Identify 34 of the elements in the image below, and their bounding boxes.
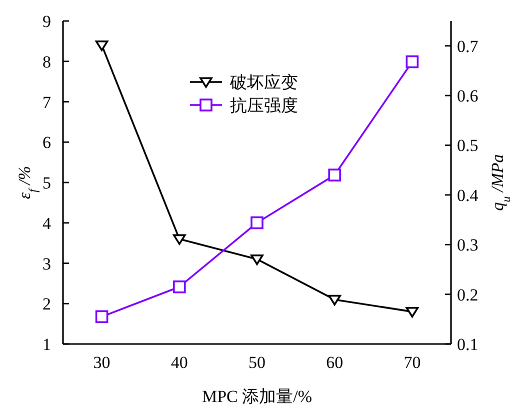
y2-tick-label: 0.6 bbox=[457, 86, 478, 106]
point bbox=[173, 280, 186, 294]
x-tick-label: 30 bbox=[93, 353, 110, 372]
point bbox=[173, 234, 186, 245]
y-tick-label: 4 bbox=[42, 214, 52, 233]
y-tick-label: 2 bbox=[42, 294, 51, 314]
x-tick-label: 70 bbox=[404, 353, 421, 372]
point bbox=[328, 294, 341, 306]
y2-tick-label: 0.2 bbox=[457, 285, 478, 304]
x-tick-label: 40 bbox=[170, 353, 188, 372]
point bbox=[406, 306, 419, 318]
x-tick-label: 50 bbox=[248, 353, 266, 372]
point bbox=[95, 310, 108, 324]
y-tick-label: 8 bbox=[42, 52, 51, 72]
point bbox=[250, 254, 264, 266]
y-tick-label: 7 bbox=[42, 92, 52, 112]
point bbox=[328, 168, 341, 182]
y2-tick-label: 0.7 bbox=[457, 36, 479, 56]
legend-label: 抗压强度 bbox=[230, 96, 298, 115]
y2-tick-label: 0.3 bbox=[457, 236, 478, 255]
y2-tick-label: 0.5 bbox=[457, 136, 478, 156]
point bbox=[250, 216, 264, 230]
y2-tick-label: 0.4 bbox=[457, 186, 479, 205]
x-axis-title: MPC 添加量/% bbox=[202, 387, 312, 405]
y-tick-label: 1 bbox=[42, 335, 51, 354]
y-tick-label: 5 bbox=[42, 174, 51, 192]
y-tick-label: 6 bbox=[42, 133, 51, 152]
y-tick-label: 9 bbox=[42, 12, 51, 31]
point bbox=[406, 55, 419, 68]
x-tick-label: 60 bbox=[326, 353, 344, 372]
legend-label: 破坏应变 bbox=[229, 73, 298, 92]
point bbox=[95, 40, 108, 52]
y-tick-label: 3 bbox=[42, 254, 51, 274]
y2-tick-label: 0.1 bbox=[457, 335, 478, 354]
